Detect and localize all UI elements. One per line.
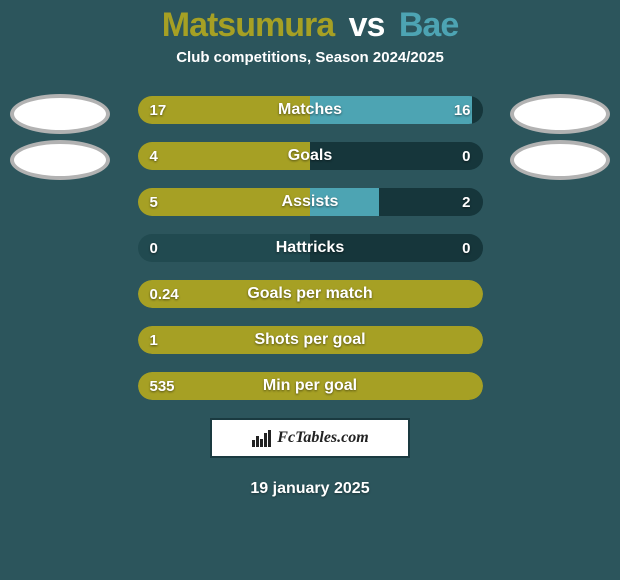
stat-label: Goals	[138, 142, 483, 170]
avatar-left-1	[10, 94, 110, 134]
stat-rows: 1716Matches 40Goals 52Assists 00Hattricks 0.…	[0, 96, 620, 400]
stat-row: 0.24Goals per match	[138, 280, 483, 308]
avatar-right-2	[510, 140, 610, 180]
stat-row: 52Assists	[138, 188, 483, 216]
title-vs: vs	[349, 6, 385, 44]
stat-label: Assists	[138, 188, 483, 216]
brand-text: FcTables.com	[277, 429, 368, 447]
title-player-left: Matsumura	[162, 6, 334, 44]
stat-row: 1Shots per goal	[138, 326, 483, 354]
bar-chart-icon	[251, 428, 271, 448]
subtitle: Club competitions, Season 2024/2025	[0, 49, 620, 66]
stat-label: Goals per match	[138, 280, 483, 308]
comparison-area: 1716Matches 40Goals 52Assists 00Hattricks 0.…	[0, 96, 620, 400]
stat-label: Shots per goal	[138, 326, 483, 354]
page-title: Matsumura vs Bae	[0, 0, 620, 45]
brand-box: FcTables.com	[210, 418, 410, 458]
stat-row: 00Hattricks	[138, 234, 483, 262]
avatar-left-2	[10, 140, 110, 180]
stat-label: Min per goal	[138, 372, 483, 400]
stat-row: 1716Matches	[138, 96, 483, 124]
stat-row: 40Goals	[138, 142, 483, 170]
stat-label: Matches	[138, 96, 483, 124]
title-player-right: Bae	[399, 6, 458, 44]
stat-label: Hattricks	[138, 234, 483, 262]
date-text: 19 january 2025	[0, 480, 620, 498]
avatar-right-1	[510, 94, 610, 134]
stat-row: 535Min per goal	[138, 372, 483, 400]
